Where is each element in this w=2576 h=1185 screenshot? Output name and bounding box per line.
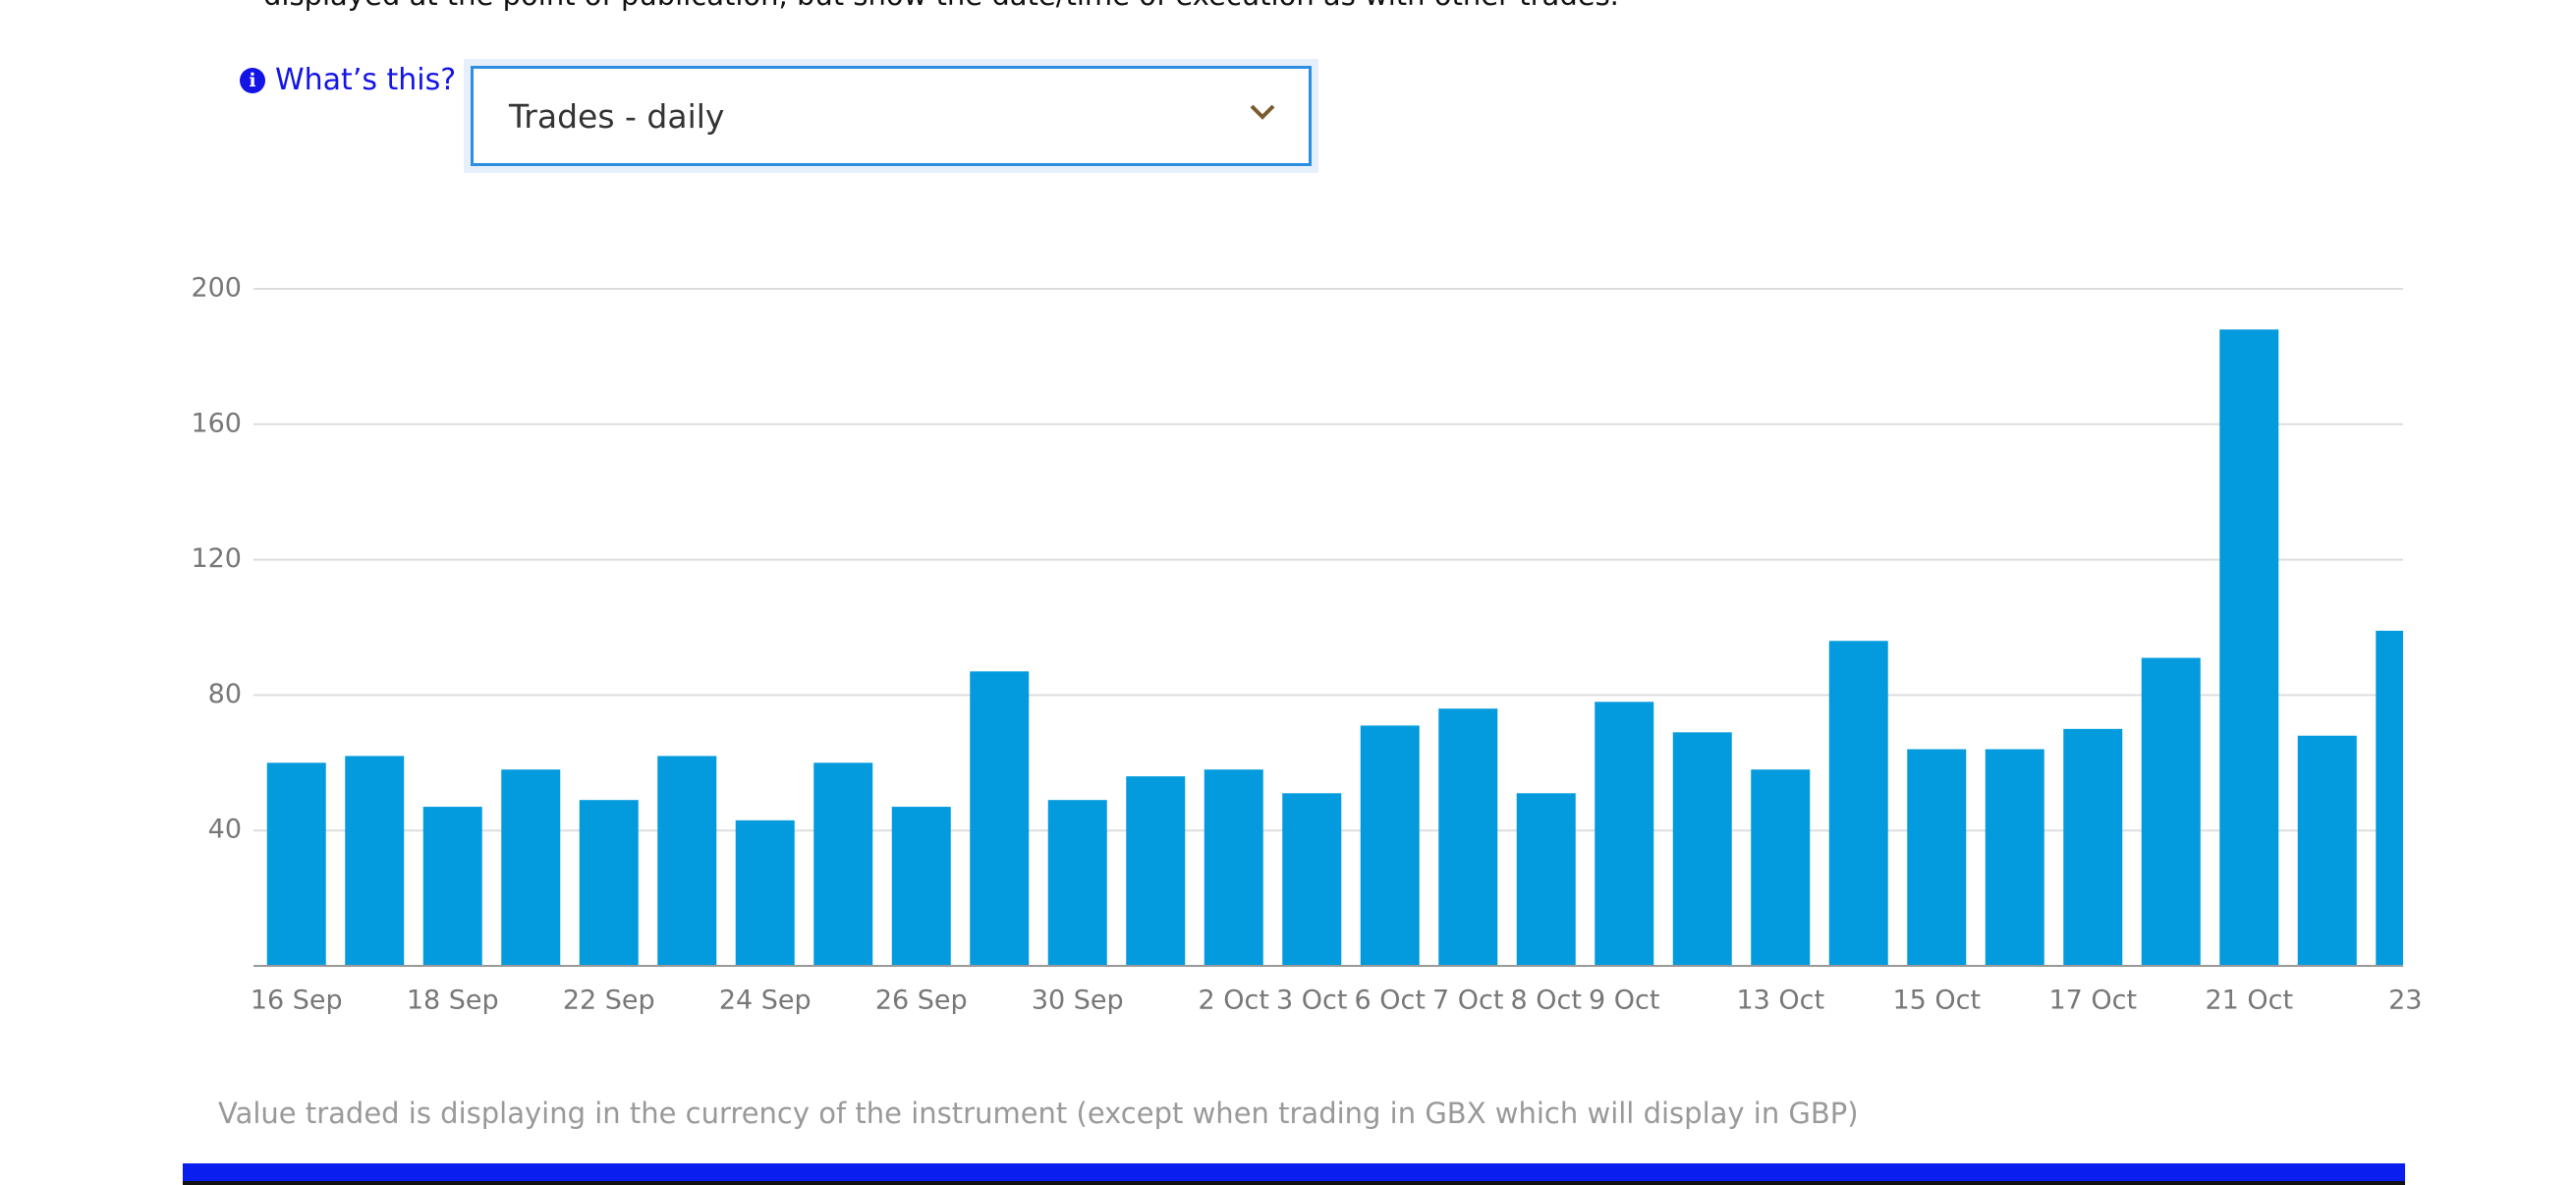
x-tick-label: 2 Oct [1199, 986, 1269, 1016]
bar [1282, 793, 1342, 966]
bar [1047, 800, 1107, 966]
x-tick-label: 6 Oct [1355, 986, 1426, 1016]
y-tick-label: 160 [191, 408, 242, 438]
x-tick-label: 22 Sep [563, 986, 655, 1016]
bar [970, 671, 1030, 966]
banner-edge [183, 1181, 2405, 1185]
y-tick-label: 200 [191, 273, 242, 304]
x-tick-label: 16 Sep [251, 986, 343, 1016]
bar [2063, 728, 2123, 966]
bar [2141, 657, 2201, 966]
bar [266, 762, 326, 966]
help-text[interactable]: What’s this? [275, 63, 457, 97]
chevron [1250, 104, 1275, 120]
x-tick-label: 9 Oct [1589, 986, 1659, 1016]
bar [579, 800, 639, 966]
bar [1438, 708, 1498, 966]
x-tick-label: 7 Oct [1432, 986, 1503, 1016]
x-tick-label: 15 Oct [1892, 986, 1981, 1016]
x-tick-label: 8 Oct [1511, 986, 1582, 1016]
bar [891, 807, 951, 966]
bar [1595, 702, 1654, 966]
bar [657, 756, 717, 966]
bar [1828, 641, 1888, 966]
bar [345, 756, 405, 966]
y-tick-label: 40 [208, 815, 242, 845]
x-tick-label: 17 Oct [2048, 986, 2137, 1016]
bar [813, 762, 873, 966]
bar [1751, 769, 1811, 966]
chart: 40 80 120 160 200 16 Sep 18 Sep 22 Sep 24 Sep 26 … [191, 273, 2422, 1016]
bar [422, 807, 482, 966]
x-tick-label: 26 Sep [875, 986, 968, 1016]
bar [735, 819, 795, 966]
bar [2219, 329, 2279, 967]
x-tick-label: 23 [2388, 986, 2422, 1016]
bar [1985, 749, 2044, 966]
bar [501, 769, 561, 966]
y-tick-label: 120 [191, 543, 242, 574]
dropdown[interactable]: Trades - daily [464, 59, 1318, 173]
bar [1360, 725, 1420, 966]
intro-text: displayed at the point of publication, b… [263, 0, 1619, 12]
bar [1516, 793, 1576, 966]
dropdown-value: Trades - daily [509, 96, 725, 136]
x-tick-label: 24 Sep [719, 986, 812, 1016]
help-link[interactable]: i What’s this? [240, 63, 456, 97]
x-tick-label: 30 Sep [1032, 986, 1124, 1016]
info-icon: i [240, 67, 265, 93]
bar [1126, 776, 1186, 966]
bar [1907, 749, 1967, 966]
bar [1672, 732, 1732, 966]
x-tick-label: 18 Sep [407, 986, 499, 1016]
x-tick-label: 13 Oct [1736, 986, 1824, 1016]
banner [183, 1163, 2405, 1185]
bar [2297, 735, 2357, 966]
bar [1204, 769, 1263, 966]
x-tick-label: 3 Oct [1276, 986, 1347, 1016]
bar [2376, 630, 2403, 966]
footnote: Value traded is displaying in the curren… [218, 1097, 1859, 1130]
x-tick-label: 21 Oct [2205, 986, 2293, 1016]
dropdown-box[interactable]: Trades - daily [471, 66, 1312, 166]
y-tick-label: 80 [208, 679, 242, 709]
